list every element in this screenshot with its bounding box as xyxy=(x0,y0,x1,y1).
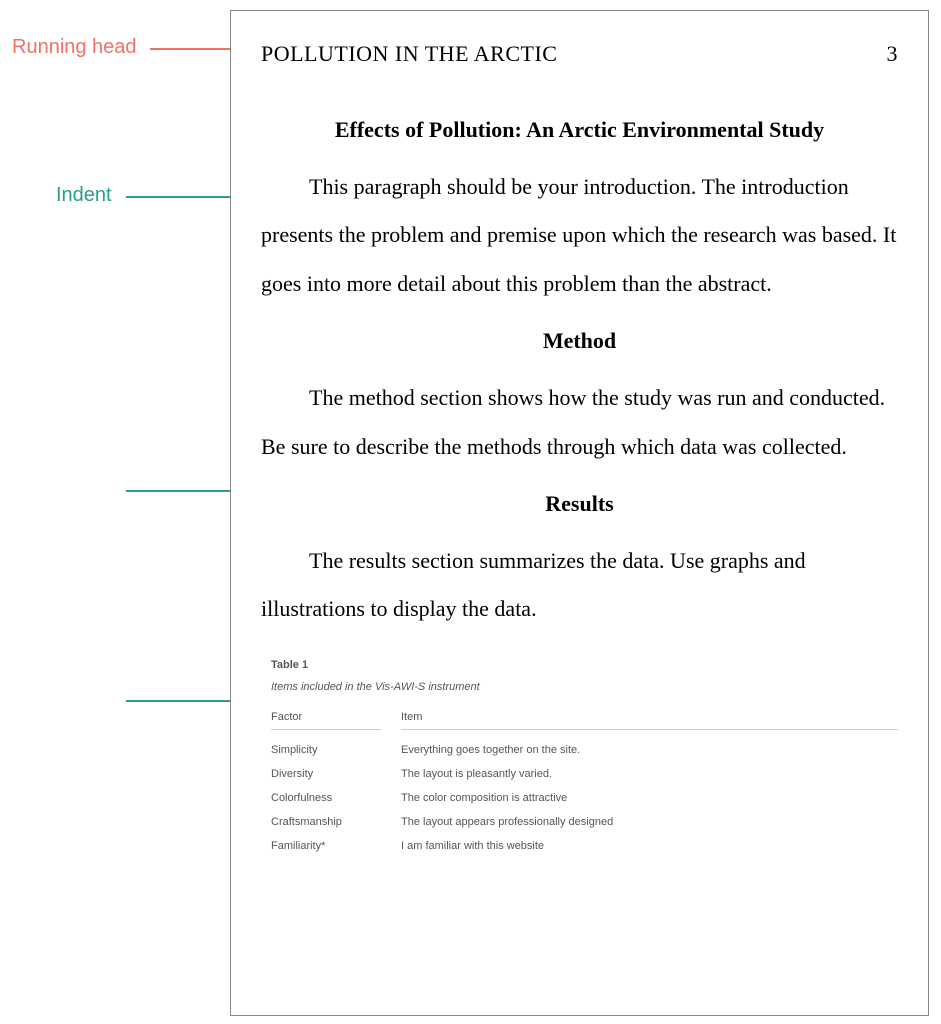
running-head-text: POLLUTION IN THE ARCTIC xyxy=(261,41,557,67)
cell-item: Everything goes together on the site. xyxy=(401,744,898,756)
method-paragraph: The method section shows how the study w… xyxy=(261,374,898,471)
results-heading: Results xyxy=(261,491,898,517)
cell-factor: Colorfulness xyxy=(271,792,401,804)
table-header-row: Factor Item xyxy=(271,711,898,723)
cell-factor: Craftsmanship xyxy=(271,816,401,828)
cell-factor: Diversity xyxy=(271,768,401,780)
table-col-item: Item xyxy=(401,711,898,723)
cell-item: The color composition is attractive xyxy=(401,792,898,804)
table-col-factor: Factor xyxy=(271,711,401,723)
table-label: Table 1 xyxy=(271,659,898,671)
table-row: Familiarity* I am familiar with this web… xyxy=(271,840,898,852)
running-head-row: POLLUTION IN THE ARCTIC 3 xyxy=(261,41,898,67)
results-paragraph: The results section summarizes the data.… xyxy=(261,537,898,634)
method-heading: Method xyxy=(261,328,898,354)
table-row: Diversity The layout is pleasantly varie… xyxy=(271,768,898,780)
arrow-running-head xyxy=(150,48,240,50)
annotation-running-head: Running head xyxy=(12,36,137,59)
table-block: Table 1 Items included in the Vis-AWI-S … xyxy=(261,659,898,852)
intro-paragraph: This paragraph should be your introducti… xyxy=(261,163,898,308)
document-page: POLLUTION IN THE ARCTIC 3 Effects of Pol… xyxy=(230,10,929,1016)
table-row: Craftsmanship The layout appears profess… xyxy=(271,816,898,828)
cell-item: The layout appears professionally design… xyxy=(401,816,898,828)
table-row: Colorfulness The color composition is at… xyxy=(271,792,898,804)
cell-item: The layout is pleasantly varied. xyxy=(401,768,898,780)
annotation-indent: Indent xyxy=(56,184,112,207)
table-rule xyxy=(271,729,898,730)
page-number: 3 xyxy=(887,41,899,67)
table-caption: Items included in the Vis-AWI-S instrume… xyxy=(271,681,898,693)
paper-title: Effects of Pollution: An Arctic Environm… xyxy=(261,117,898,143)
cell-factor: Simplicity xyxy=(271,744,401,756)
table-row: Simplicity Everything goes together on t… xyxy=(271,744,898,756)
cell-item: I am familiar with this website xyxy=(401,840,898,852)
cell-factor: Familiarity* xyxy=(271,840,401,852)
